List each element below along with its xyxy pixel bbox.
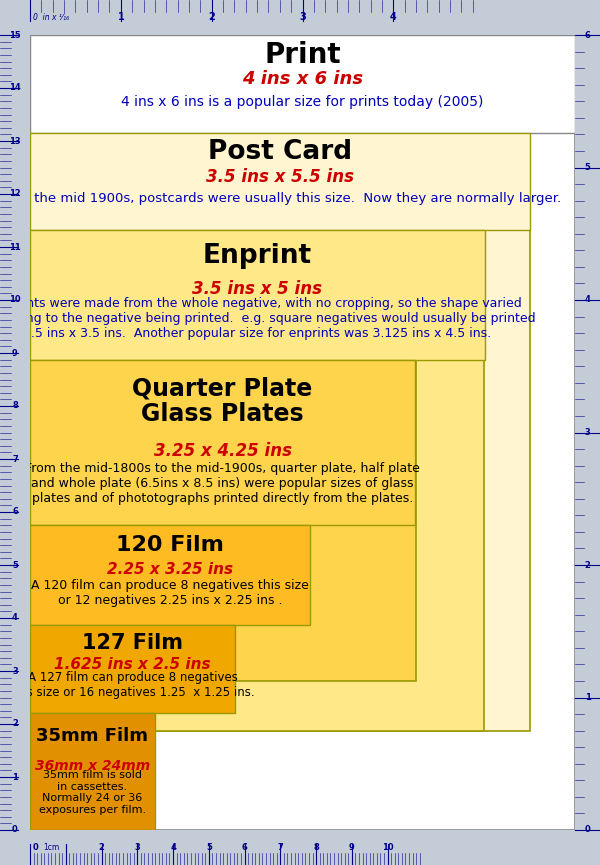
Text: 5: 5: [206, 843, 212, 852]
Text: 9: 9: [349, 843, 355, 852]
Text: 15: 15: [9, 30, 21, 40]
Text: 12: 12: [9, 189, 21, 198]
Text: Quarter Plate
Glass Plates: Quarter Plate Glass Plates: [133, 376, 313, 426]
Text: Enprint: Enprint: [203, 243, 312, 269]
Text: 9: 9: [12, 349, 18, 357]
Text: A 120 film can produce 8 negatives this size
or 12 negatives 2.25 ins x 2.25 ins: A 120 film can produce 8 negatives this …: [31, 579, 309, 607]
Text: 2: 2: [584, 561, 590, 569]
Text: 4 ins x 6 ins is a popular size for prints today (2005): 4 ins x 6 ins is a popular size for prin…: [121, 94, 484, 109]
Text: 0: 0: [33, 843, 39, 852]
Text: Post Card: Post Card: [208, 139, 352, 165]
Text: 1.625 ins x 2.5 ins: 1.625 ins x 2.5 ins: [54, 657, 211, 672]
Text: 1: 1: [584, 693, 590, 702]
Text: 3: 3: [12, 667, 18, 676]
Text: 6: 6: [584, 30, 590, 40]
Text: 14: 14: [9, 84, 21, 93]
Text: 120 Film: 120 Film: [116, 535, 224, 555]
Text: 3: 3: [584, 428, 590, 437]
Text: From the mid-1800s to the mid-1900s, quarter plate, half plate
and whole plate (: From the mid-1800s to the mid-1900s, qua…: [25, 462, 420, 505]
Text: 2: 2: [208, 12, 215, 22]
Text: 4 ins x 6 ins: 4 ins x 6 ins: [242, 70, 363, 88]
Text: 127 Film: 127 Film: [82, 632, 183, 652]
Text: 3: 3: [134, 843, 140, 852]
Text: 5: 5: [584, 163, 590, 172]
Text: 13: 13: [9, 137, 21, 145]
Text: 11: 11: [9, 242, 21, 252]
Text: 4: 4: [390, 12, 397, 22]
Text: 5: 5: [12, 561, 18, 569]
Text: 2: 2: [98, 843, 104, 852]
Text: 0: 0: [12, 825, 18, 835]
Text: 10: 10: [9, 296, 21, 304]
Text: 3.5 ins x 5 ins: 3.5 ins x 5 ins: [193, 279, 323, 298]
Text: 10: 10: [382, 843, 394, 852]
Text: 0  in x ¹⁄₁₆: 0 in x ¹⁄₁₆: [33, 13, 69, 22]
Text: 3.25 x 4.25 ins: 3.25 x 4.25 ins: [154, 442, 292, 460]
Text: 1cm: 1cm: [43, 843, 59, 852]
Text: 8: 8: [313, 843, 319, 852]
Text: 3.5 ins x 5.5 ins: 3.5 ins x 5.5 ins: [206, 168, 354, 186]
Text: 7: 7: [12, 454, 18, 464]
Text: 0: 0: [584, 825, 590, 835]
Text: 1: 1: [12, 772, 18, 781]
Text: 6: 6: [242, 843, 248, 852]
Text: 4: 4: [584, 296, 590, 304]
Text: 35mm Film: 35mm Film: [37, 727, 149, 746]
Text: 3: 3: [299, 12, 306, 22]
Text: 8: 8: [12, 401, 18, 411]
Text: 6: 6: [12, 508, 18, 516]
Text: A 127 film can produce 8 negatives
this size or 16 negatives 1.25  x 1.25 ins.: A 127 film can produce 8 negatives this …: [11, 671, 254, 699]
Text: 2: 2: [12, 720, 18, 728]
Text: 4: 4: [12, 613, 18, 623]
Text: 4: 4: [170, 843, 176, 852]
Text: 2.25 x 3.25 ins: 2.25 x 3.25 ins: [107, 562, 233, 578]
Text: Print: Print: [264, 41, 341, 68]
Text: 1: 1: [118, 12, 124, 22]
Text: 36mm x 24mm: 36mm x 24mm: [35, 759, 150, 772]
Text: 35mm film is sold
in cassettes.
Normally 24 or 36
exposures per film.: 35mm film is sold in cassettes. Normally…: [39, 770, 146, 815]
Text: 7: 7: [277, 843, 283, 852]
Text: Enprints were made from the whole negative, with no cropping, so the shape varie: Enprints were made from the whole negati…: [0, 297, 535, 340]
Text: Until the mid 1900s, postcards were usually this size.  Now they are normally la: Until the mid 1900s, postcards were usua…: [0, 192, 561, 206]
